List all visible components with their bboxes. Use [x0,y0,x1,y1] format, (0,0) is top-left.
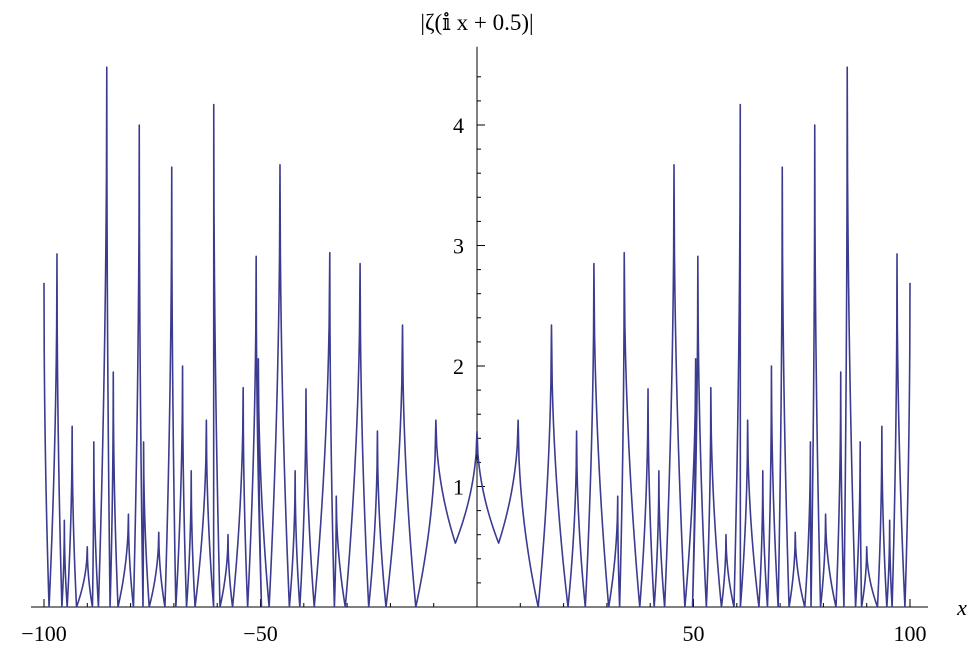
zeta-magnitude-curve [43,66,911,608]
y-tick-label: 1 [453,475,464,500]
x-tick-label: 100 [894,621,927,646]
x-tick-label: 50 [683,621,705,646]
y-tick-label: 3 [453,234,464,259]
x-tick-label: −50 [243,621,277,646]
labels: −100 −50 50 100 1 2 3 4 x |ζ(𝕚 x + 0.5)| [21,10,967,646]
x-axis-label: x [956,595,967,620]
axes [31,46,928,608]
y-tick-label: 2 [453,354,464,379]
x-tick-label: −100 [21,621,66,646]
chart-title: |ζ(𝕚 x + 0.5)| [420,10,533,35]
y-tick-label: 4 [453,113,464,138]
